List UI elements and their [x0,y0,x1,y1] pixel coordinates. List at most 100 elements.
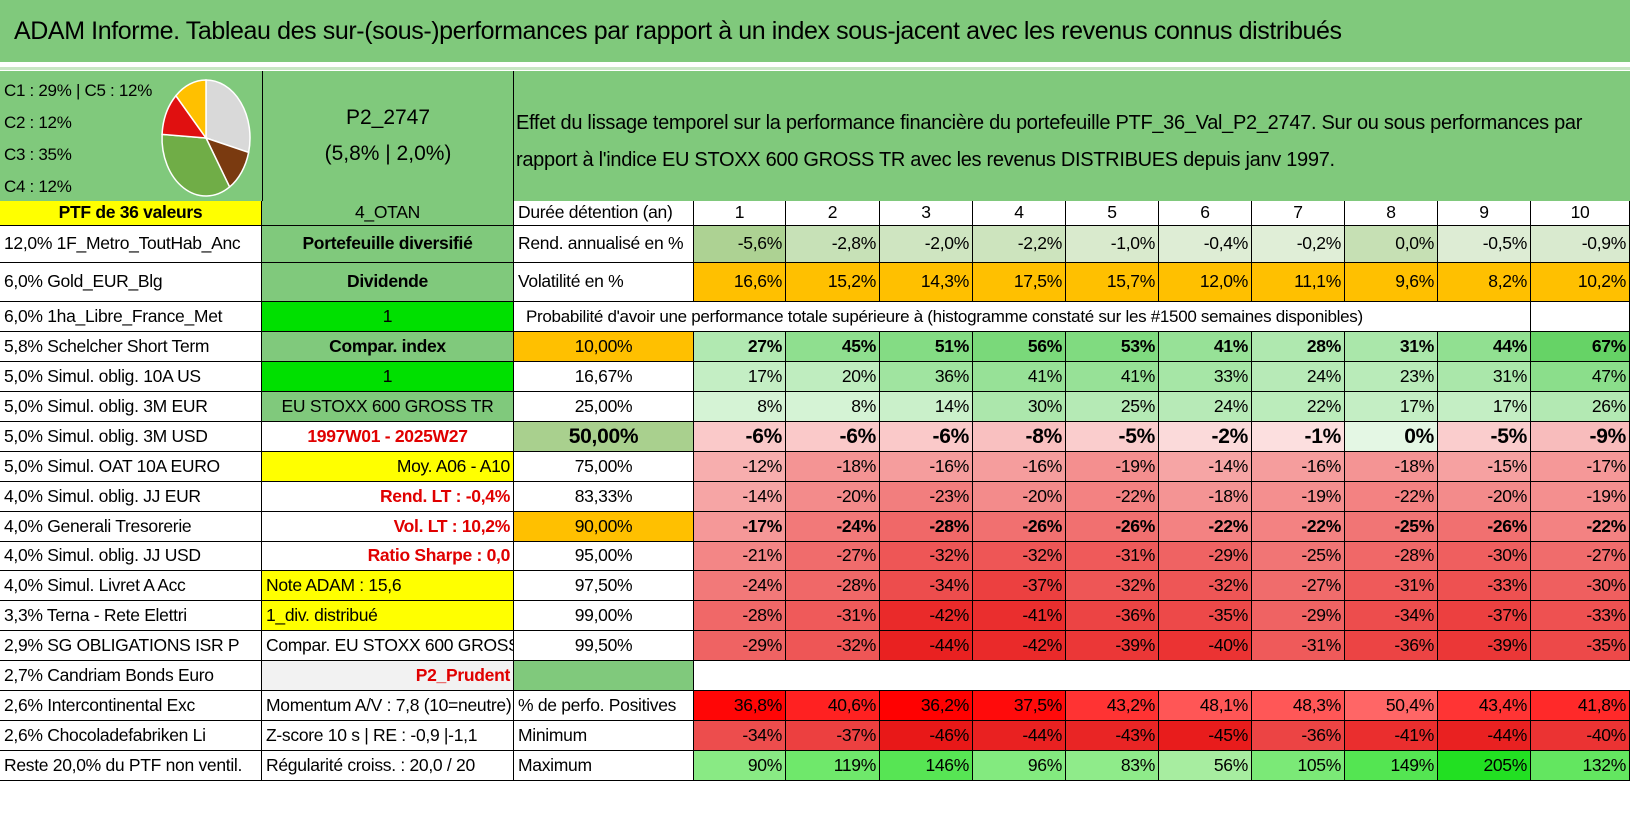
positive-perf-value: 50,4% [1345,691,1438,721]
probability-value: 23% [1345,362,1438,392]
probability-value: -42% [973,631,1066,661]
maximum-value: 56% [1159,751,1252,781]
probability-value: -31% [1066,542,1159,571]
quantile-label: 16,67% [514,362,694,392]
maximum-value: 149% [1345,751,1438,781]
pie-slice-c3 [161,133,231,197]
probability-value: 17% [1438,392,1531,422]
probability-value: -2% [1159,422,1252,452]
probability-value: -36% [1345,631,1438,661]
probability-value: 30% [973,392,1066,422]
probability-value: -6% [880,422,973,452]
probability-value: -29% [1252,601,1345,631]
probability-value: -5% [1066,422,1159,452]
probability-value: -19% [1066,452,1159,482]
positive-perf-value: 41,8% [1531,691,1630,721]
probability-value: -30% [1438,542,1531,571]
volatility-value: 12,0% [1159,263,1252,302]
probability-value: -44% [880,631,973,661]
holding-row: Reste 20,0% du PTF non ventil. [0,751,262,781]
maximum-value: 146% [880,751,973,781]
allocation-legend: C1 : 29% | C5 : 12% C2 : 12% C3 : 35% C4… [4,75,152,203]
probability-value: -17% [1531,452,1630,482]
parameter-cell: Compar. EU STOXX 600 GROSS TR [262,631,514,661]
holding-period-label: Durée détention (an) [514,201,694,226]
probability-value: -23% [880,482,973,512]
annual-return-value: -1,0% [1066,226,1159,263]
quantile-label: 25,00% [514,392,694,422]
probability-value: -34% [1345,601,1438,631]
probability-value: -32% [973,542,1066,571]
probability-value: -32% [880,542,973,571]
probability-value: -42% [880,601,973,631]
probability-value: 41% [1066,362,1159,392]
annual-return-value: -2,2% [973,226,1066,263]
probability-value: -37% [973,571,1066,601]
minimum-value: -45% [1159,721,1252,751]
probability-value: 41% [1159,332,1252,362]
probability-value: -12% [694,452,786,482]
quantile-label: 10,00% [514,332,694,362]
quantile-label: 83,33% [514,482,694,512]
minimum-value: -44% [973,721,1066,751]
year-header: 10 [1531,201,1630,226]
probability-value: 14% [880,392,973,422]
year-header: 3 [880,201,973,226]
positive-perf-value: 48,3% [1252,691,1345,721]
probability-value: -32% [1159,571,1252,601]
year-header: 2 [786,201,880,226]
probability-value: -29% [694,631,786,661]
probability-value: -34% [880,571,973,601]
probability-value: 51% [880,332,973,362]
year-header: 8 [1345,201,1438,226]
probability-value: -37% [1438,601,1531,631]
probability-value: -5% [1438,422,1531,452]
probability-value: -21% [694,542,786,571]
holdings-count: PTF de 36 valeurs [0,201,262,226]
probability-value: 27% [694,332,786,362]
probability-value: -8% [973,422,1066,452]
annual-return-value: 0,0% [1345,226,1438,263]
year-header: 7 [1252,201,1345,226]
title-separator-line [0,67,1630,70]
probability-value: -22% [1066,482,1159,512]
probability-value: -14% [694,482,786,512]
maximum-value: 205% [1438,751,1531,781]
parameter-cell: 1 [262,302,514,332]
probability-value: 31% [1438,362,1531,392]
probability-value: -9% [1531,422,1630,452]
volatility-value: 15,7% [1066,263,1159,302]
pie-slice-c1 [205,79,251,154]
annual-return-value: -5,6% [694,226,786,263]
quantile-label: 95,00% [514,542,694,571]
probability-value: -28% [1345,542,1438,571]
probability-value: -26% [1066,512,1159,542]
maximum-value: 105% [1252,751,1345,781]
legend-line: C4 : 12% [4,177,72,196]
probability-value: 45% [786,332,880,362]
quantile-label: 75,00% [514,452,694,482]
year-header: 6 [1159,201,1252,226]
probability-value: -41% [973,601,1066,631]
holding-row: 2,7% Candriam Bonds Euro [0,661,262,691]
probability-value: -31% [1345,571,1438,601]
annual-return-value: -0,2% [1252,226,1345,263]
probability-value: -16% [880,452,973,482]
holding-row: 3,3% Terna - Rete Elettri [0,601,262,631]
positive-perf-value: 36,2% [880,691,973,721]
probability-value: 8% [786,392,880,422]
probability-value: -27% [1531,542,1630,571]
parameter-cell: Rend. LT : -0,4% [262,482,514,512]
positive-perf-value: 40,6% [786,691,880,721]
probability-value: 36% [880,362,973,392]
volatility-value: 16,6% [694,263,786,302]
portfolio-description: Effet du lissage temporel sur la perform… [514,71,1630,201]
empty-cell [1531,302,1630,332]
portfolio-id-box: P2_2747 (5,8% | 2,0%) [262,71,514,201]
quantile-label: 90,00% [514,512,694,542]
probability-value: -1% [1252,422,1345,452]
probability-value: -19% [1531,482,1630,512]
empty-row [694,661,1630,691]
quantile-label: 99,00% [514,601,694,631]
holding-row: 12,0% 1F_Metro_ToutHab_Anc [0,226,262,263]
